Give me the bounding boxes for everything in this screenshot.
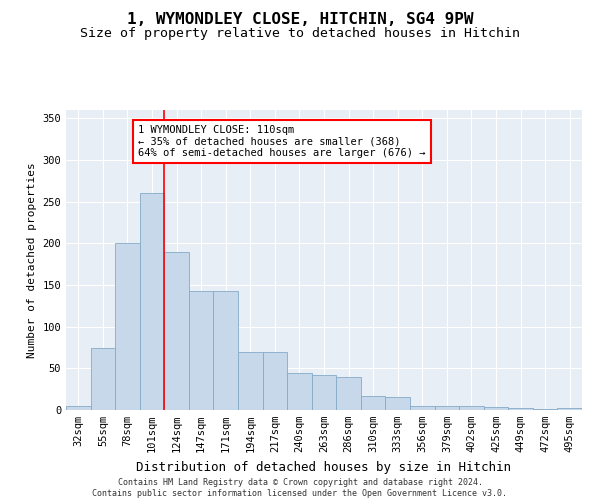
Text: 1, WYMONDLEY CLOSE, HITCHIN, SG4 9PW: 1, WYMONDLEY CLOSE, HITCHIN, SG4 9PW xyxy=(127,12,473,28)
Bar xyxy=(287,374,312,410)
Bar xyxy=(459,406,484,410)
Bar xyxy=(533,409,557,410)
Bar xyxy=(214,291,238,410)
Bar xyxy=(91,348,115,410)
Bar xyxy=(140,194,164,410)
Bar xyxy=(434,406,459,410)
Bar xyxy=(484,406,508,410)
Bar xyxy=(238,352,263,410)
Bar xyxy=(66,406,91,410)
Bar xyxy=(336,376,361,410)
Text: 1 WYMONDLEY CLOSE: 110sqm
← 35% of detached houses are smaller (368)
64% of semi: 1 WYMONDLEY CLOSE: 110sqm ← 35% of detac… xyxy=(138,125,426,158)
Bar xyxy=(263,352,287,410)
Bar xyxy=(385,396,410,410)
X-axis label: Distribution of detached houses by size in Hitchin: Distribution of detached houses by size … xyxy=(137,460,511,473)
Bar xyxy=(189,291,214,410)
Bar xyxy=(115,244,140,410)
Bar xyxy=(164,252,189,410)
Bar xyxy=(410,406,434,410)
Bar xyxy=(557,408,582,410)
Bar xyxy=(508,408,533,410)
Bar xyxy=(361,396,385,410)
Text: Contains HM Land Registry data © Crown copyright and database right 2024.
Contai: Contains HM Land Registry data © Crown c… xyxy=(92,478,508,498)
Bar xyxy=(312,375,336,410)
Text: Size of property relative to detached houses in Hitchin: Size of property relative to detached ho… xyxy=(80,28,520,40)
Y-axis label: Number of detached properties: Number of detached properties xyxy=(27,162,37,358)
